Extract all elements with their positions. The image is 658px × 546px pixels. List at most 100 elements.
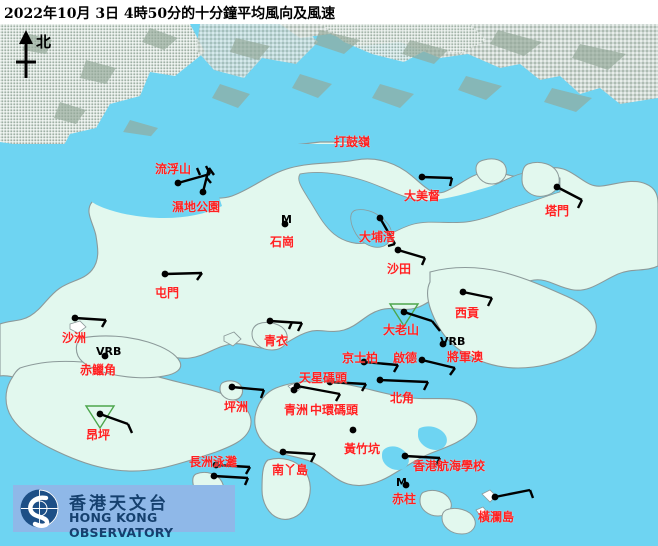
station-label-sha-chau[interactable]: 沙洲 <box>62 331 87 345</box>
station-label-chek-lap-kok[interactable]: 赤鱲角 <box>80 363 117 377</box>
station-label-star-ferry[interactable]: 天星碼頭 <box>299 371 348 385</box>
station-dot[interactable] <box>71 314 79 322</box>
title-bar: 2022年10月 3日 4時50分的十分鐘平均風向及風速 <box>0 0 658 24</box>
wind-barb-shaft <box>269 319 304 332</box>
flag-label-vrb-tseung-kwan-o: VRB <box>440 335 466 348</box>
flag-label-vrb-chek-lap-kok: VRB <box>96 345 122 358</box>
station-dot[interactable] <box>212 461 220 469</box>
station-dot[interactable] <box>400 308 408 316</box>
hko-swirl-logo-icon <box>19 488 60 529</box>
station-dot[interactable] <box>459 288 467 296</box>
wind-barb-tseung-kwan-o <box>439 340 447 348</box>
wind-barb-shaft <box>329 380 368 392</box>
station-label-waglan-island[interactable]: 橫瀾島 <box>478 510 515 524</box>
station-label-central-pier[interactable]: 中環碼頭 <box>310 403 359 417</box>
north-arrow-label: 北 <box>36 33 52 51</box>
station-dot[interactable] <box>326 378 334 386</box>
wind-barb-star-ferry <box>326 378 368 392</box>
wind-barb-shaft <box>363 360 400 373</box>
wind-barb-shaft <box>403 310 441 332</box>
wind-barb-shaft <box>556 185 584 209</box>
hko-logo: 香港天文台 HONG KONG OBSERVATORY <box>13 485 235 540</box>
station-dot[interactable] <box>439 340 447 348</box>
station-label-peng-chau[interactable]: 坪洲 <box>224 400 249 414</box>
station-label-shek-kong[interactable]: 石崗 <box>270 235 295 249</box>
station-label-sai-kung[interactable]: 西貢 <box>455 306 480 320</box>
wind-barb-ngong-ping <box>84 405 134 434</box>
wind-barb-shaft <box>494 488 535 499</box>
station-dot[interactable] <box>293 382 301 390</box>
wind-barb-layer <box>71 165 584 501</box>
flag-label-missing-stanley: M <box>396 476 407 489</box>
map-canvas[interactable]: 北 流浮山濕地公園 打鼓嶺石崗 大美督塔門大埔滘沙田屯門西貢沙洲赤鱲角 青衣 大老山 京士… <box>0 24 658 546</box>
wind-barb-tuen-mun <box>161 270 203 281</box>
station-dot[interactable] <box>402 481 410 489</box>
wind-barb-shaft <box>397 248 427 266</box>
station-label-tsing-yi[interactable]: 青衣 <box>264 334 289 348</box>
station-dot[interactable] <box>394 246 402 254</box>
station-label-tai-mei-tuk[interactable]: 大美督 <box>404 189 441 203</box>
station-dot[interactable] <box>401 452 409 460</box>
station-dot[interactable] <box>360 358 368 366</box>
wind-barb-shaft <box>231 385 266 399</box>
station-dot[interactable] <box>228 383 236 391</box>
station-label-tates-cairn[interactable]: 大老山 <box>383 323 420 337</box>
station-label-green-island[interactable]: 青洲 <box>284 403 309 417</box>
station-label-cheung-chau-beach[interactable]: 長洲泳灘 <box>189 455 238 469</box>
wind-barb-shaft <box>421 358 456 376</box>
station-dot[interactable] <box>96 410 104 418</box>
wind-barb-shaft <box>74 316 108 328</box>
wind-barb-chek-lap-kok <box>101 352 109 360</box>
wind-barb-waglan-island <box>491 488 535 501</box>
wind-barb-shaft <box>379 378 430 391</box>
station-label-stanley[interactable]: 赤柱 <box>392 492 417 506</box>
station-dot[interactable] <box>281 220 289 228</box>
station-dot[interactable] <box>491 493 499 501</box>
station-dot[interactable] <box>418 356 426 364</box>
wind-barb-tates-cairn <box>388 303 441 332</box>
wind-barb-shek-kong <box>281 220 289 228</box>
station-label-sha-tin[interactable]: 沙田 <box>387 262 412 276</box>
station-dot[interactable] <box>418 173 426 181</box>
station-dot[interactable] <box>553 183 561 191</box>
station-dot[interactable] <box>161 270 169 278</box>
station-label-lau-fau-shan[interactable]: 流浮山 <box>155 162 192 176</box>
station-dot[interactable] <box>174 179 182 187</box>
hko-logo-english: HONG KONG OBSERVATORY <box>69 510 174 540</box>
station-label-tai-po-kau[interactable]: 大埔滘 <box>359 230 396 244</box>
station-label-wetland-park[interactable]: 濕地公園 <box>172 200 221 214</box>
wind-barb-shaft <box>213 474 250 486</box>
station-dot[interactable] <box>101 352 109 360</box>
station-label-kings-park[interactable]: 京士柏 <box>342 351 379 365</box>
station-label-ngong-ping[interactable]: 昂坪 <box>86 428 111 442</box>
station-label-tseung-kwan-o[interactable]: 將軍澳 <box>447 350 484 364</box>
station-label-ta-kwu-ling[interactable]: 打鼓嶺 <box>334 135 371 149</box>
station-label-tap-mun[interactable]: 塔門 <box>545 204 570 218</box>
wind-barb-kings-park <box>360 358 400 373</box>
wind-barb-shaft <box>99 412 134 434</box>
wind-barb-shaft <box>201 167 215 193</box>
station-label-sea-school[interactable]: 香港航海學校 <box>413 459 486 473</box>
station-dot[interactable] <box>349 426 357 434</box>
wind-barb-lamma-island <box>279 448 317 463</box>
wind-barb-shaft <box>296 384 342 402</box>
station-dot[interactable] <box>376 376 384 384</box>
station-label-north-point[interactable]: 北角 <box>390 391 415 405</box>
station-label-lamma-island[interactable]: 南丫島 <box>272 463 309 477</box>
wind-barb-wetland-park <box>199 167 215 196</box>
station-dot[interactable] <box>279 448 287 456</box>
wind-barb-shaft <box>215 463 252 475</box>
hko-logo-chinese: 香港天文台 <box>69 494 169 514</box>
station-label-kai-tak[interactable]: 啟德 <box>393 351 418 365</box>
wind-barb-shaft <box>282 450 317 463</box>
station-label-wong-chuk-hang[interactable]: 黃竹坑 <box>344 442 381 456</box>
station-dot[interactable] <box>266 317 274 325</box>
wind-barb-stanley <box>402 481 410 489</box>
station-dot[interactable] <box>210 472 218 480</box>
wind-barb-kai-tak <box>418 356 456 376</box>
wind-barb-north-point <box>376 376 430 391</box>
station-label-tuen-mun[interactable]: 屯門 <box>155 286 180 300</box>
station-dot[interactable] <box>199 188 207 196</box>
station-dot[interactable] <box>376 214 384 222</box>
